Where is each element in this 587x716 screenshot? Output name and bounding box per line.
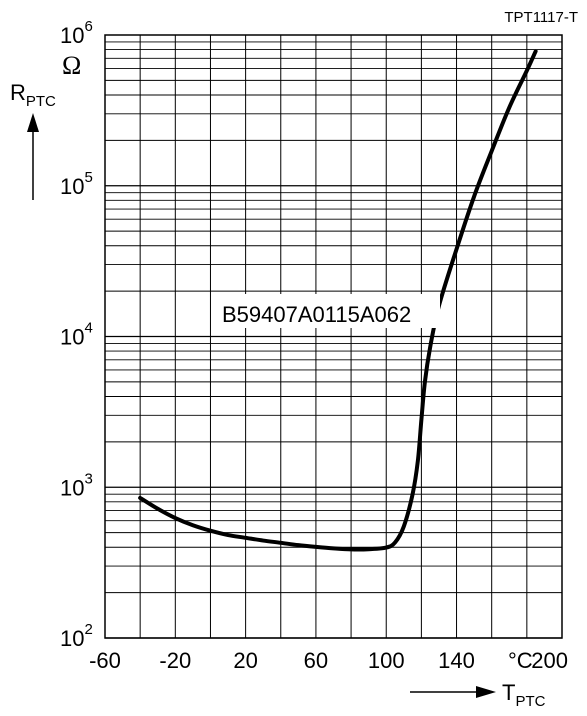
x-tick-label: 60 (304, 648, 328, 673)
x-axis-unit: °C (508, 648, 533, 673)
x-tick-label: 200 (531, 648, 568, 673)
y-tick-exponent: 2 (84, 621, 92, 638)
y-tick-exponent: 6 (84, 18, 92, 35)
y-axis-symbol: R (10, 80, 26, 105)
y-tick-base: 10 (60, 174, 84, 199)
x-axis-subscript: PTC (515, 693, 545, 710)
x-axis-arrow (410, 686, 496, 698)
x-axis-label: TPTC (502, 680, 546, 710)
y-tick-label: 106 (60, 18, 93, 48)
plot-frame (104, 34, 563, 639)
y-tick-base: 10 (60, 325, 84, 350)
y-tick-label: 103 (60, 470, 93, 500)
x-tick-labels: -60 -20 20 60 100 140 200 (89, 648, 568, 673)
y-axis-unit: Ω (62, 51, 81, 80)
x-tick-label: 20 (233, 648, 257, 673)
y-tick-label: 105 (60, 169, 93, 199)
x-tick-label: 140 (438, 648, 475, 673)
y-axis-label: RPTC (10, 80, 56, 110)
y-tick-base: 10 (60, 475, 84, 500)
curve-annotation: B59407A0115A062 (222, 302, 411, 327)
x-tick-label: -20 (159, 648, 191, 673)
y-tick-exponent: 5 (84, 169, 92, 186)
y-tick-base: 10 (60, 23, 84, 48)
y-tick-label: 104 (60, 320, 93, 350)
x-axis-symbol: T (502, 680, 515, 705)
x-tick-label: 100 (368, 648, 405, 673)
x-tick-label: -60 (89, 648, 121, 673)
series-line-b59407a0115a062 (138, 49, 538, 552)
y-tick-exponent: 4 (84, 320, 92, 337)
y-tick-exponent: 3 (84, 470, 92, 487)
y-axis-subscript: PTC (26, 93, 56, 110)
y-tick-label: 102 (60, 621, 93, 651)
y-axis-arrow (27, 113, 39, 200)
figure-code: TPT1117-T (504, 9, 578, 26)
y-tick-base: 10 (60, 626, 84, 651)
annotation-background (214, 294, 440, 328)
